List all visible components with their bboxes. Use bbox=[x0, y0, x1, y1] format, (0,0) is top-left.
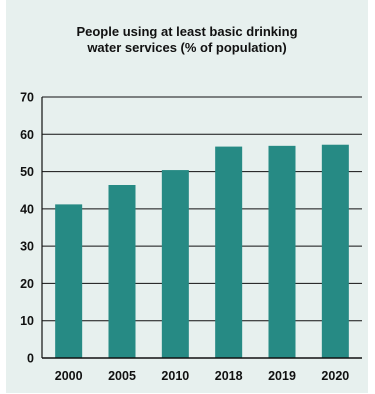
y-tick-labels: 0 10 20 30 40 50 60 70 bbox=[20, 91, 34, 366]
x-tick-label: 2005 bbox=[108, 369, 136, 383]
y-tick-label: 20 bbox=[20, 277, 34, 291]
x-tick-label: 2018 bbox=[215, 369, 243, 383]
x-tick-label: 2019 bbox=[268, 369, 296, 383]
x-tick-label: 2020 bbox=[321, 369, 349, 383]
x-tick-label: 2010 bbox=[161, 369, 189, 383]
x-tick-label: 2000 bbox=[55, 369, 83, 383]
bar-2019 bbox=[268, 145, 296, 358]
y-tick-label: 0 bbox=[27, 352, 34, 366]
x-tick-labels: 2000 2005 2010 2018 2019 2020 bbox=[55, 369, 350, 383]
bars bbox=[55, 144, 349, 358]
y-tick-label: 40 bbox=[20, 202, 34, 216]
chart-title: People using at least basic drinking wat… bbox=[76, 24, 298, 55]
bar-2000 bbox=[55, 204, 83, 358]
axes bbox=[41, 97, 362, 359]
y-tick-label: 30 bbox=[20, 240, 34, 254]
gridlines bbox=[42, 96, 362, 322]
y-tick-label: 10 bbox=[20, 314, 34, 328]
y-tick-label: 70 bbox=[20, 91, 34, 105]
bar-2010 bbox=[161, 170, 189, 358]
y-tick-label: 50 bbox=[20, 165, 34, 179]
bar-2018 bbox=[215, 146, 243, 358]
bar-2020 bbox=[321, 144, 349, 358]
bar-2005 bbox=[108, 184, 136, 358]
y-tick-label: 60 bbox=[20, 128, 34, 142]
